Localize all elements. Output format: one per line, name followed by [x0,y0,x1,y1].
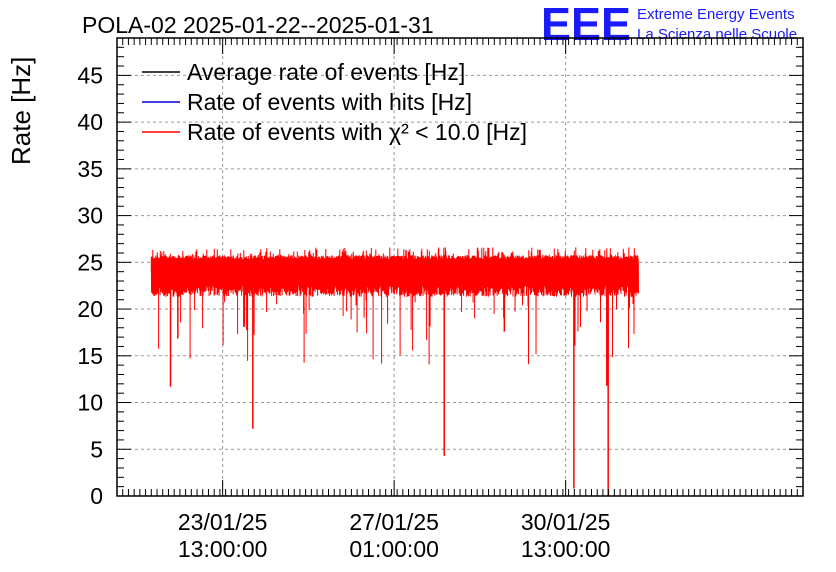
y-axis-label: Rate [Hz] [6,57,36,165]
series-trace [150,247,639,365]
x-tick-label-time-0: 13:00:00 [178,536,268,562]
y-tick-label-40: 40 [77,109,103,135]
y-tick-label-20: 20 [77,296,103,322]
x-axis: 23/01/2513:00:0027/01/2501:00:0030/01/25… [122,38,798,562]
brand-line1: Extreme Energy Events [637,6,795,23]
y-tick-label-30: 30 [77,203,103,229]
y-tick-label-45: 45 [77,62,103,88]
y-tick-label-35: 35 [77,156,103,182]
legend: Average rate of events [Hz] Rate of event… [142,59,527,145]
legend-label-0: Average rate of events [Hz] [187,59,465,85]
x-tick-label-time-1: 01:00:00 [349,536,439,562]
legend-label-1: Rate of events with hits [Hz] [187,89,472,115]
y-tick-label-15: 15 [77,343,103,369]
legend-label-2: Rate of events with χ² < 10.0 [Hz] [187,119,527,145]
x-tick-label-date-1: 27/01/25 [349,509,439,535]
y-tick-label-10: 10 [77,390,103,416]
y-tick-label-5: 5 [90,436,103,462]
x-tick-label-time-2: 13:00:00 [521,536,611,562]
y-tick-label-25: 25 [77,249,103,275]
y-axis: 0 5 10 15 20 25 30 35 40 45 [77,37,803,509]
x-tick-label-date-2: 30/01/25 [521,509,611,535]
chart-title: POLA-02 2025-01-22--2025-01-31 [82,12,434,38]
y-tick-label-0: 0 [90,483,103,509]
x-tick-label-date-0: 23/01/25 [178,509,268,535]
series-chi2 [150,247,639,496]
